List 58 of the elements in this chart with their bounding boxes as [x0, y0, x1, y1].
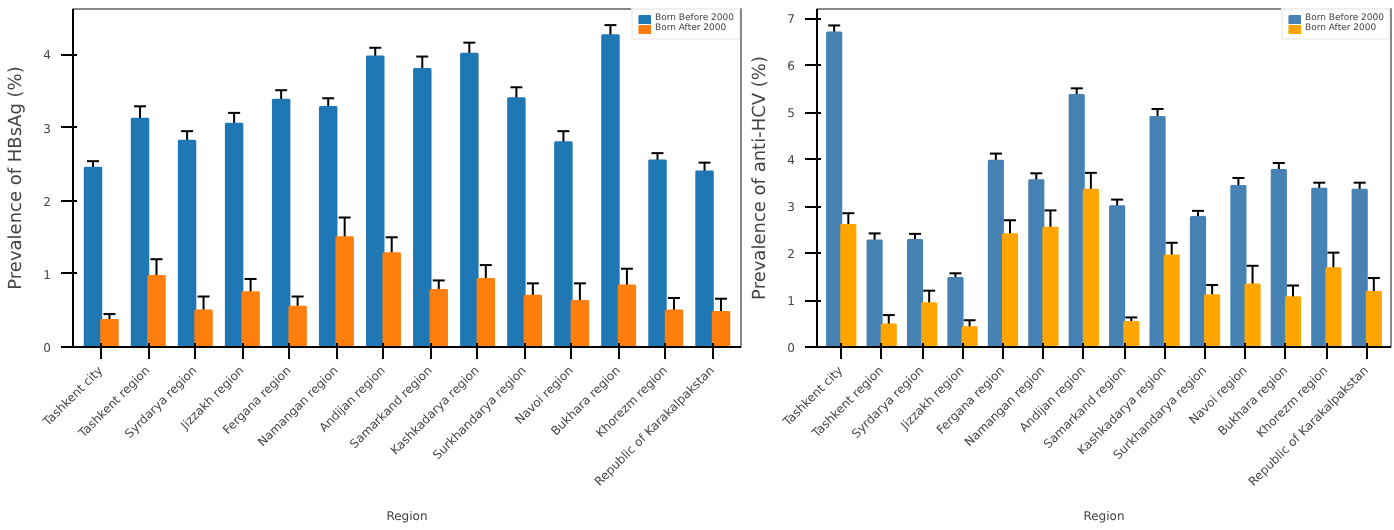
bar — [648, 159, 667, 347]
bar — [826, 31, 843, 347]
bar — [601, 34, 620, 347]
bar — [1123, 321, 1140, 347]
bar — [664, 309, 684, 347]
bar — [1311, 187, 1328, 347]
bar — [866, 239, 883, 347]
bar — [1325, 267, 1342, 347]
bar — [961, 326, 978, 347]
bar — [1028, 179, 1045, 347]
bar — [1230, 184, 1247, 347]
bar — [382, 252, 401, 347]
bar — [523, 294, 543, 347]
y-axis-title: Prevalence of anti-HCV (%) — [751, 56, 772, 300]
bar — [554, 141, 573, 347]
bar — [921, 302, 938, 347]
bar — [695, 170, 714, 347]
bar — [1082, 188, 1099, 347]
bar — [1163, 254, 1180, 347]
bar — [83, 166, 103, 347]
bar — [194, 309, 213, 347]
bar — [241, 291, 260, 347]
bar — [335, 236, 354, 347]
bar — [460, 52, 479, 347]
bar — [224, 122, 244, 347]
bar — [880, 323, 897, 347]
bar — [366, 55, 385, 347]
bar — [1001, 233, 1019, 347]
bar — [1351, 188, 1368, 347]
bar — [987, 159, 1004, 347]
bar — [177, 139, 197, 347]
bar — [906, 238, 924, 347]
bar — [1244, 283, 1261, 347]
bar — [476, 277, 496, 347]
bar — [570, 299, 590, 347]
bar — [413, 67, 432, 347]
bar — [130, 117, 150, 347]
bar — [100, 318, 119, 347]
bar — [271, 98, 291, 347]
bar — [1109, 205, 1126, 347]
bar — [318, 106, 338, 347]
bar — [840, 223, 857, 347]
bar — [429, 288, 448, 347]
bar — [507, 97, 526, 347]
bar — [617, 284, 637, 347]
bar — [288, 305, 307, 347]
bar — [1284, 296, 1302, 347]
y-axis-title: Prevalence of HBsAg (%) — [7, 66, 28, 290]
bar — [1189, 215, 1207, 347]
bar — [1365, 291, 1382, 347]
bar — [147, 275, 166, 347]
bar — [1068, 93, 1085, 347]
bar — [1270, 169, 1287, 347]
bar — [1204, 294, 1221, 347]
bar — [711, 310, 731, 347]
bar — [1149, 115, 1166, 347]
bar — [947, 276, 964, 347]
bar — [1042, 226, 1059, 347]
